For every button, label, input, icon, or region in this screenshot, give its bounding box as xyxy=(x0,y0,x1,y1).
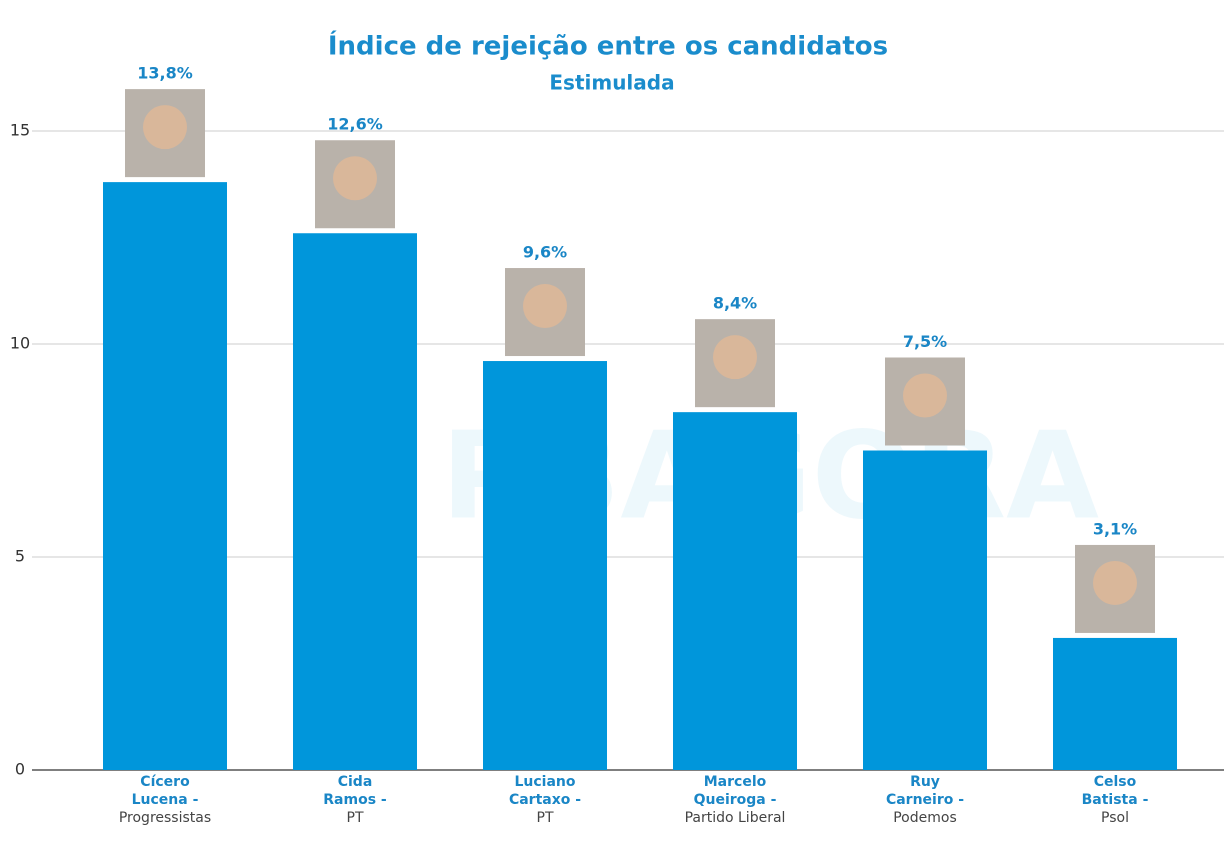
candidate-party: PT xyxy=(346,810,364,826)
photo-face xyxy=(333,156,377,201)
x-tick-label: Marcelo Queiroga - Partido Liberal xyxy=(655,773,815,827)
candidate-party: Progressistas xyxy=(118,810,212,826)
candidate-name: Marcelo Queiroga - xyxy=(693,774,777,808)
bar xyxy=(293,233,417,771)
chart-title: Índice de rejeição entre os candidatos xyxy=(328,30,888,62)
value-label: 8,4% xyxy=(713,294,757,313)
candidate-party: Psol xyxy=(1101,810,1129,826)
value-label: 9,6% xyxy=(523,243,567,262)
x-tick-label: Celso Batista - Psol xyxy=(1035,773,1195,827)
candidate-name: Celso Batista - xyxy=(1081,774,1149,808)
value-label: 12,6% xyxy=(327,115,383,134)
bar xyxy=(863,450,987,770)
photo-face xyxy=(143,105,187,150)
bar xyxy=(483,361,607,770)
bar xyxy=(1053,637,1177,770)
value-label: 7,5% xyxy=(903,332,947,351)
x-tick-label: Cícero Lucena - Progressistas xyxy=(85,773,245,827)
y-tick-label: 15 xyxy=(10,121,30,140)
y-tick-label: 10 xyxy=(10,334,30,353)
photo-face xyxy=(1093,560,1137,605)
bar xyxy=(103,182,227,770)
x-tick-label: Cida Ramos - PT xyxy=(275,773,435,827)
photo-face xyxy=(523,284,567,329)
photo-face xyxy=(713,335,757,380)
x-tick-label: Ruy Carneiro - Podemos xyxy=(845,773,1005,827)
x-tick-label: Luciano Cartaxo - PT xyxy=(465,773,625,827)
candidate-party: Partido Liberal xyxy=(684,810,786,826)
y-tick-label: 0 xyxy=(15,760,25,779)
candidate-name: Cida Ramos - xyxy=(323,774,387,808)
candidate-name: Ruy Carneiro - xyxy=(885,774,965,808)
candidate-party: Podemos xyxy=(893,810,957,826)
value-label: 13,8% xyxy=(137,64,193,83)
candidate-name: Cícero Lucena - xyxy=(131,774,199,808)
chart-subtitle: Estimulada xyxy=(549,71,674,95)
value-label: 3,1% xyxy=(1093,519,1137,538)
candidate-name: Luciano Cartaxo - xyxy=(508,774,582,808)
photo-face xyxy=(903,373,947,418)
y-tick-label: 5 xyxy=(15,547,25,566)
bar xyxy=(673,412,797,770)
candidate-party: PT xyxy=(536,810,554,826)
